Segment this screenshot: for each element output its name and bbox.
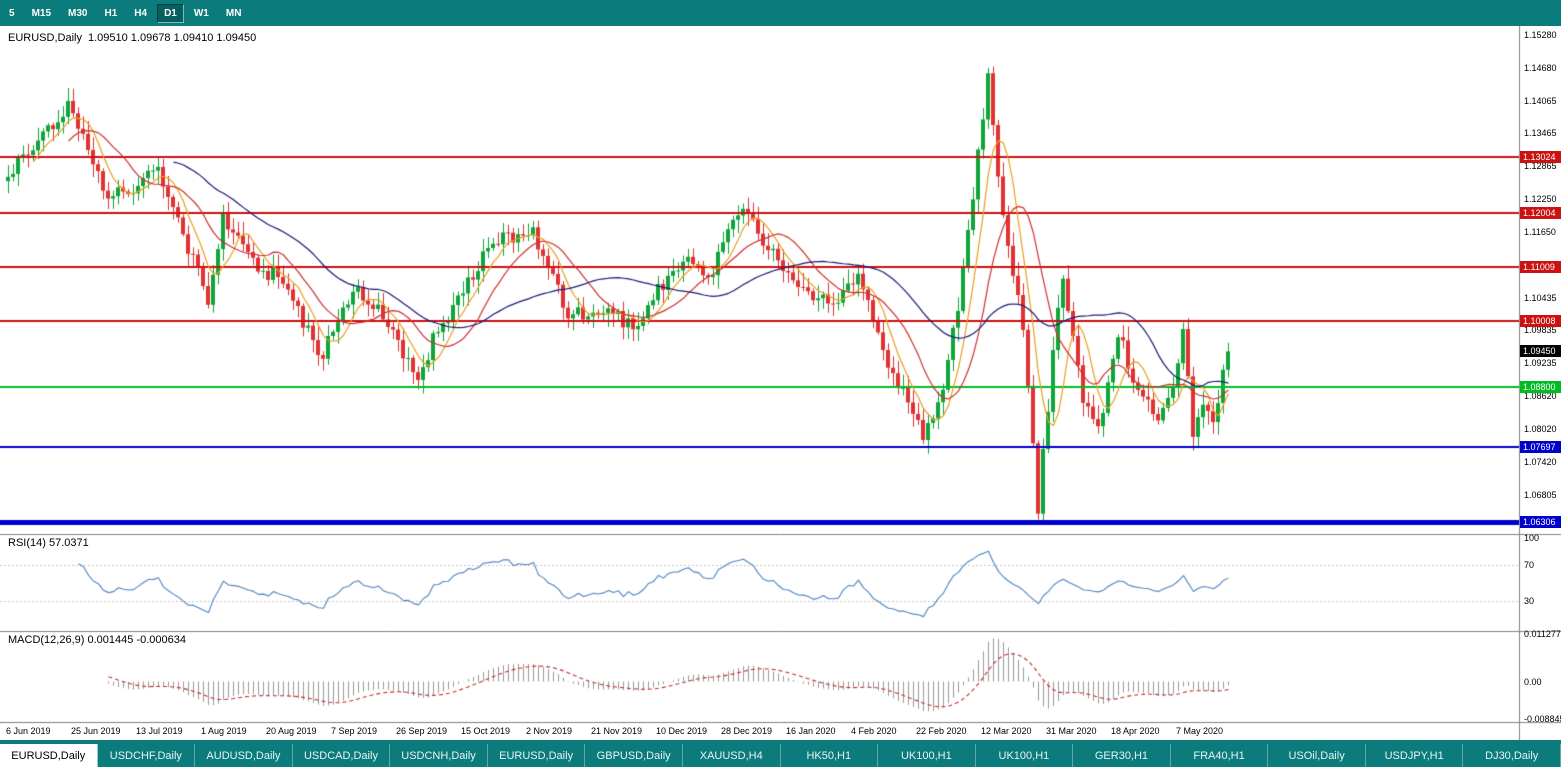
x-axis-label: 12 Mar 2020 [981, 726, 1032, 736]
rsi-label: RSI(14) 57.0371 [8, 537, 89, 549]
x-axis-label: 13 Jul 2019 [136, 726, 183, 736]
price-chart-canvas[interactable] [0, 26, 1561, 740]
x-axis-label: 22 Feb 2020 [916, 726, 967, 736]
x-axis-label: 18 Apr 2020 [1111, 726, 1160, 736]
instrument-tab-fra40-h1[interactable]: FRA40,H1 [1171, 744, 1269, 767]
x-axis-label: 4 Feb 2020 [851, 726, 897, 736]
macd-label: MACD(12,26,9) 0.001445 -0.000634 [8, 634, 186, 646]
current-price-tag: 1.09450 [1520, 345, 1561, 358]
instrument-tab-eurusd-daily[interactable]: EURUSD,Daily [488, 744, 586, 767]
price-tick-label: 1.08620 [1524, 391, 1557, 402]
price-tick-label: 1.12250 [1524, 194, 1557, 205]
timeframe-button-m30[interactable]: M30 [68, 7, 88, 19]
instrument-tab-audusd-daily[interactable]: AUDUSD,Daily [195, 744, 293, 767]
timeframe-button-w1[interactable]: W1 [193, 7, 209, 19]
x-axis-label: 16 Jan 2020 [786, 726, 836, 736]
price-tick-label: 1.14680 [1524, 62, 1557, 73]
x-axis-label: 6 Jun 2019 [6, 726, 51, 736]
hline-price-tag: 1.11009 [1520, 260, 1561, 273]
price-tick-label: 1.07420 [1524, 456, 1557, 467]
timeframe-button-5[interactable]: 5 [9, 7, 15, 19]
price-tick-label: 1.15280 [1524, 29, 1557, 40]
timeframe-buttons: 5 M15 M30 H1 H4 D1 W1 MN [2, 3, 251, 23]
chart-tabbar: EURUSD,Daily USDCHF,Daily AUDUSD,Daily USDC… [0, 744, 1561, 767]
instrument-tab-ger30-h1[interactable]: GER30,H1 [1073, 744, 1171, 767]
x-axis-label: 20 Aug 2019 [266, 726, 317, 736]
timeframe-toolbar: 5 M15 M30 H1 H4 D1 W1 MN [0, 0, 1561, 26]
x-axis-label: 25 Jun 2019 [71, 726, 121, 736]
instrument-tab-usdcnh-daily[interactable]: USDCNH,Daily [390, 744, 488, 767]
x-axis-label: 15 Oct 2019 [461, 726, 511, 736]
hline-price-tag: 1.12004 [1520, 206, 1561, 219]
instrument-tab-xauusd-h4[interactable]: XAUUSD,H4 [683, 744, 781, 767]
timeframe-button-h4[interactable]: H4 [134, 7, 148, 19]
rsi-tick-label: 100 [1524, 533, 1540, 543]
price-tick-label: 1.10435 [1524, 292, 1557, 303]
instrument-tab-hk50-h1[interactable]: HK50,H1 [781, 744, 879, 767]
instrument-tab-usoil-daily[interactable]: USOil,Daily [1268, 744, 1366, 767]
hline-price-tag: 1.10008 [1520, 315, 1561, 328]
x-axis-label: 31 Mar 2020 [1046, 726, 1097, 736]
chart-area: EURUSD,Daily 1.09510 1.09678 1.09410 1.09… [0, 26, 1561, 740]
timeframe-button-m15[interactable]: M15 [31, 7, 52, 19]
x-axis-label: 7 May 2020 [1176, 726, 1224, 736]
instrument-tab-eurusd-daily[interactable]: EURUSD,Daily [0, 744, 98, 767]
hline-price-tag: 1.08800 [1520, 380, 1561, 393]
x-axis-label: 7 Sep 2019 [331, 726, 378, 736]
macd-tick-label: 0.011277 [1524, 629, 1561, 640]
price-tick-label: 1.12865 [1524, 161, 1557, 172]
timeframe-button-d1[interactable]: D1 [157, 3, 184, 23]
price-tick-label: 1.08020 [1524, 424, 1557, 434]
price-tick-label: 1.14065 [1524, 95, 1557, 106]
timeframe-button-h1[interactable]: H1 [104, 7, 118, 19]
symbol-label: EURUSD,Daily [8, 32, 82, 44]
price-tick-label: 1.13465 [1524, 128, 1557, 139]
instrument-tab-dj30-daily[interactable]: DJ30,Daily [1463, 744, 1561, 767]
x-axis-label: 26 Sep 2019 [396, 726, 448, 736]
x-axis-label: 1 Aug 2019 [201, 726, 247, 736]
x-axis-label: 2 Nov 2019 [526, 726, 573, 736]
hline-price-tag: 1.07697 [1520, 440, 1561, 453]
instrument-tab-uk100-h1[interactable]: UK100,H1 [976, 744, 1074, 767]
macd-tick-label: -0.008845 [1524, 713, 1561, 724]
ohlc-values: 1.09510 1.09678 1.09410 1.09450 [87, 32, 257, 44]
hline-price-tag: 1.06306 [1520, 516, 1561, 529]
price-tick-label: 1.09835 [1524, 325, 1557, 336]
symbol-ohlc-label: EURUSD,Daily 1.09510 1.09678 1.09410 1.09… [8, 32, 256, 44]
price-tick-label: 1.11650 [1524, 226, 1556, 237]
instrument-tab-gbpusd-daily[interactable]: GBPUSD,Daily [585, 744, 683, 767]
timeframe-button-mn[interactable]: MN [225, 7, 242, 19]
price-tick-label: 1.09235 [1524, 358, 1557, 369]
rsi-tick-label: 30 [1524, 596, 1535, 606]
macd-tick-label: 0.00 [1524, 676, 1542, 687]
hline-price-tag: 1.13024 [1520, 151, 1561, 164]
x-axis-label: 21 Nov 2019 [591, 726, 643, 736]
instrument-tab-usdcad-daily[interactable]: USDCAD,Daily [293, 744, 391, 767]
instrument-tab-usdchf-daily[interactable]: USDCHF,Daily [98, 744, 196, 767]
x-axis-label: 28 Dec 2019 [721, 726, 773, 736]
x-axis-label: 10 Dec 2019 [656, 726, 708, 736]
instrument-tab-uk100-h1[interactable]: UK100,H1 [878, 744, 976, 767]
price-tick-label: 1.06805 [1524, 489, 1557, 500]
instrument-tab-usdjpy-h1[interactable]: USDJPY,H1 [1366, 744, 1464, 767]
rsi-tick-label: 70 [1524, 560, 1535, 570]
